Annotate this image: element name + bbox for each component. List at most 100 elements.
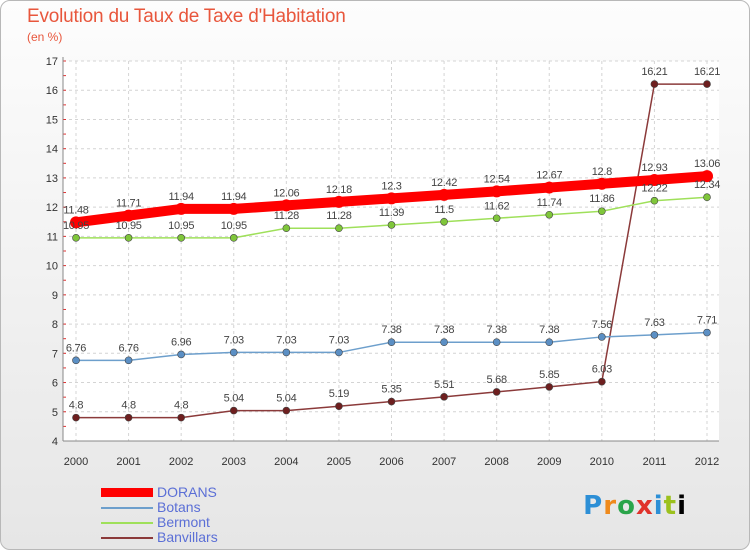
data-point [72, 234, 80, 242]
data-label: 11.86 [589, 193, 614, 205]
y-tick-label: 4 [52, 436, 58, 448]
plot-area [63, 61, 719, 441]
x-tick-label: 2012 [695, 456, 719, 468]
data-label: 10.95 [221, 220, 247, 232]
data-label: 5.68 [487, 374, 507, 386]
data-label: 6.96 [171, 336, 191, 348]
data-label: 7.03 [276, 334, 296, 346]
data-label: 11.71 [116, 198, 141, 210]
legend-label: Botans [157, 499, 201, 515]
y-tick-label: 13 [46, 173, 58, 185]
data-point [387, 338, 396, 347]
x-tick-label: 2004 [274, 456, 298, 468]
data-point [440, 393, 448, 401]
x-tick-label: 2007 [432, 456, 456, 468]
y-tick-label: 10 [46, 261, 58, 273]
data-label: 4.8 [121, 400, 136, 412]
data-label: 12.22 [641, 183, 667, 195]
data-point [650, 80, 659, 88]
legend: DORANS Botans Bermont Banvillars [101, 485, 218, 545]
data-label: 12.06 [273, 187, 299, 199]
data-point [648, 173, 661, 186]
x-tick-label: 2005 [327, 456, 351, 468]
data-label: 12.54 [484, 173, 510, 185]
data-label: 6.76 [118, 342, 138, 354]
data-point [598, 333, 606, 341]
x-tick-label: 2011 [643, 456, 667, 468]
data-label: 6.76 [66, 342, 86, 354]
data-label: 4.8 [174, 400, 189, 412]
data-point [177, 413, 185, 422]
data-label: 11.94 [221, 191, 246, 203]
x-tick-label: 2000 [64, 456, 88, 468]
data-point [124, 413, 133, 422]
data-label: 13.06 [694, 158, 720, 170]
data-point [598, 377, 606, 386]
data-label: 12.93 [641, 162, 667, 174]
data-label: 12.42 [431, 177, 457, 189]
data-point [650, 196, 659, 205]
legend-item-banvillars: Banvillars [101, 530, 218, 545]
data-label: 12.67 [536, 170, 562, 182]
data-point [280, 199, 293, 212]
chart-title: Evolution du Taux de Taxe d'Habitation [27, 6, 346, 27]
data-point [545, 338, 554, 347]
data-label: 7.38 [381, 324, 401, 336]
legend-label: Banvillars [157, 529, 218, 545]
data-label: 12.3 [381, 180, 401, 192]
data-point [282, 406, 291, 415]
legend-item-botans: Botans [101, 500, 218, 515]
y-tick-label: 5 [52, 407, 58, 419]
x-tick-label: 2008 [484, 456, 508, 468]
data-point [595, 177, 608, 190]
legend-swatch [101, 488, 153, 497]
data-point [385, 192, 398, 205]
data-label: 11.28 [274, 210, 299, 222]
data-label: 12.34 [694, 179, 720, 191]
y-tick-label: 8 [52, 319, 58, 331]
data-point [229, 348, 238, 357]
data-label: 7.71 [697, 315, 717, 327]
data-point [701, 170, 713, 183]
data-point [177, 350, 185, 359]
data-point [124, 356, 133, 365]
x-tick-label: 2006 [379, 456, 403, 468]
data-point [387, 221, 396, 229]
x-tick-label: 2002 [169, 456, 193, 468]
data-label: 16.21 [694, 66, 720, 78]
data-point [229, 234, 238, 242]
data-point [492, 388, 501, 396]
data-label: 7.56 [592, 319, 612, 331]
data-point [440, 338, 448, 347]
data-point [282, 348, 291, 357]
data-label: 5.04 [276, 393, 296, 405]
proxiti-logo: Proxiti [583, 491, 687, 521]
data-label: 5.51 [434, 379, 454, 391]
data-point [650, 331, 659, 339]
data-label: 7.03 [329, 334, 349, 346]
data-label: 11.94 [169, 191, 194, 203]
data-label: 6.03 [592, 364, 612, 376]
x-tick-label: 2009 [537, 456, 561, 468]
data-point [229, 406, 238, 415]
data-point [72, 413, 80, 422]
data-point [543, 181, 556, 194]
data-label: 7.03 [224, 334, 244, 346]
data-point [175, 202, 188, 215]
legend-item-bermont: Bermont [101, 515, 218, 530]
legend-swatch [101, 536, 153, 539]
data-label: 11.74 [537, 197, 562, 209]
data-label: 10.95 [63, 220, 89, 232]
data-label: 5.19 [329, 388, 349, 400]
legend-swatch [101, 506, 153, 509]
data-label: 7.63 [644, 317, 664, 329]
data-label: 7.38 [539, 324, 559, 336]
y-tick-label: 12 [46, 202, 58, 214]
data-point [122, 209, 135, 222]
data-label: 7.38 [434, 324, 454, 336]
data-label: 11.48 [63, 204, 88, 216]
y-tick-label: 14 [46, 144, 58, 156]
data-point [545, 383, 554, 391]
